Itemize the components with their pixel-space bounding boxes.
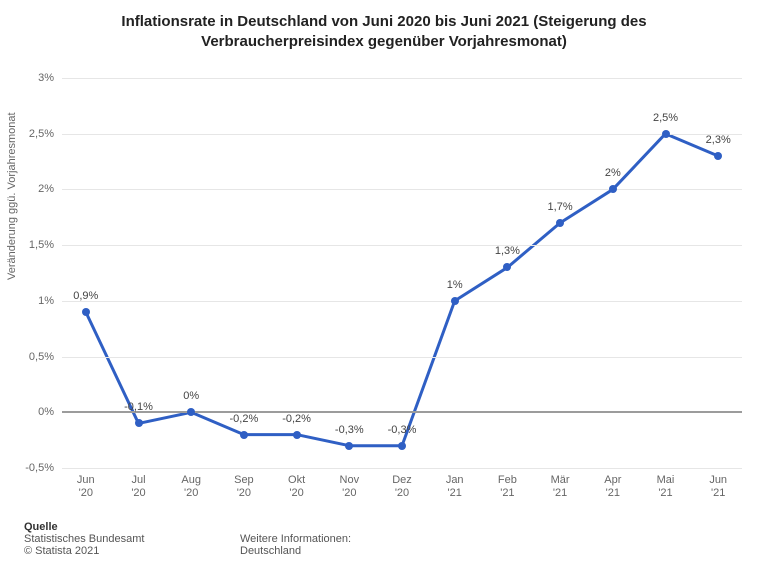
data-label: 1% — [447, 279, 463, 291]
grid-line — [62, 301, 742, 302]
x-tick-label: Mär'21 — [551, 474, 570, 500]
data-point — [82, 308, 90, 316]
data-label: 2% — [605, 167, 621, 179]
data-point — [662, 130, 670, 138]
data-point — [556, 219, 564, 227]
data-label: -0,3% — [335, 424, 364, 436]
data-point — [293, 431, 301, 439]
line-series-svg — [62, 78, 742, 468]
chart-title: Inflationsrate in Deutschland von Juni 2… — [0, 12, 768, 53]
more-info-text: Deutschland — [240, 545, 351, 557]
x-tick-label: Okt'20 — [288, 474, 305, 500]
y-tick-label: 1,5% — [29, 239, 54, 251]
x-tick-label: Mai'21 — [657, 474, 675, 500]
y-tick-label: 3% — [38, 72, 54, 84]
data-point — [240, 431, 248, 439]
data-label: 2,5% — [653, 112, 678, 124]
data-label: 2,3% — [706, 134, 731, 146]
y-tick-label: 2% — [38, 183, 54, 195]
data-point — [714, 152, 722, 160]
x-tick-label: Jun'20 — [77, 474, 95, 500]
y-tick-label: 1% — [38, 295, 54, 307]
grid-line — [62, 189, 742, 190]
title-line-2: Verbraucherpreisindex gegenüber Vorjahre… — [201, 33, 567, 50]
data-label: -0,1% — [124, 401, 153, 413]
grid-line — [62, 245, 742, 246]
grid-line — [62, 78, 742, 79]
data-label: -0,3% — [388, 424, 417, 436]
x-tick-label: Jan'21 — [446, 474, 464, 500]
data-label: 1,7% — [548, 201, 573, 213]
copyright-text: © Statista 2021 — [24, 545, 144, 557]
grid-line — [62, 468, 742, 469]
line-series — [86, 134, 718, 446]
data-label: -0,2% — [282, 413, 311, 425]
footer-source: Quelle Statistisches Bundesamt © Statist… — [24, 521, 144, 557]
title-line-1: Inflationsrate in Deutschland von Juni 2… — [121, 13, 646, 30]
data-label: 1,3% — [495, 245, 520, 257]
x-tick-label: Jun'21 — [709, 474, 727, 500]
x-tick-label: Jul'20 — [131, 474, 145, 500]
data-label: -0,2% — [230, 413, 259, 425]
x-tick-label: Nov'20 — [340, 474, 360, 500]
data-label: 0% — [183, 390, 199, 402]
more-info-label: Weitere Informationen: — [240, 533, 351, 545]
data-point — [451, 297, 459, 305]
zero-line — [62, 411, 742, 413]
footer-more-info: Weitere Informationen: Deutschland — [240, 533, 351, 557]
data-point — [503, 263, 511, 271]
y-axis-title: Veränderung ggü. Vorjahresmonat — [6, 112, 18, 280]
y-tick-label: -0,5% — [25, 462, 54, 474]
source-text: Statistisches Bundesamt — [24, 533, 144, 545]
y-tick-label: 0% — [38, 406, 54, 418]
data-point — [187, 408, 195, 416]
y-tick-label: 0,5% — [29, 351, 54, 363]
plot-area: -0,5%0%0,5%1%1,5%2%2,5%3%Jun'20Jul'20Aug… — [62, 78, 742, 468]
data-point — [345, 442, 353, 450]
data-point — [135, 419, 143, 427]
data-point — [398, 442, 406, 450]
x-tick-label: Sep'20 — [234, 474, 254, 500]
x-tick-label: Feb'21 — [498, 474, 517, 500]
grid-line — [62, 134, 742, 135]
source-label: Quelle — [24, 521, 144, 533]
x-tick-label: Aug'20 — [181, 474, 201, 500]
chart-container: Inflationsrate in Deutschland von Juni 2… — [0, 0, 768, 571]
y-tick-label: 2,5% — [29, 128, 54, 140]
grid-line — [62, 357, 742, 358]
x-tick-label: Dez'20 — [392, 474, 412, 500]
data-point — [609, 185, 617, 193]
data-label: 0,9% — [73, 290, 98, 302]
x-tick-label: Apr'21 — [604, 474, 621, 500]
